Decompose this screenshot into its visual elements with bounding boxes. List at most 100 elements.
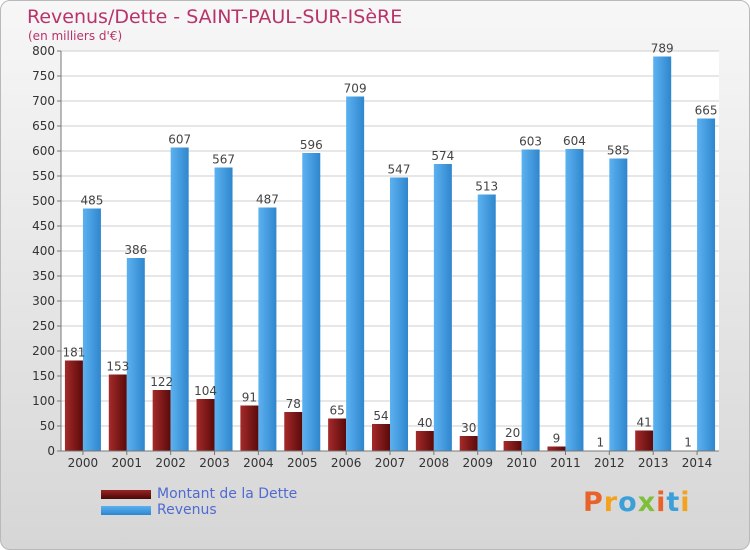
y-tick-label: 500 [32, 194, 55, 208]
bar-revenus [477, 194, 496, 451]
bar-revenus [258, 207, 277, 451]
data-label-dette: 104 [194, 384, 217, 398]
bar-revenus [433, 164, 452, 451]
data-label-dette: 65 [329, 404, 344, 418]
y-tick-label: 100 [32, 394, 55, 408]
data-label-revenus: 487 [256, 193, 279, 207]
bar-dette [547, 446, 566, 451]
data-label-dette: 181 [62, 346, 85, 360]
y-tick-label: 650 [32, 119, 55, 133]
logo-letter: P [583, 487, 604, 518]
legend-swatch-revenus [101, 506, 151, 515]
y-tick-label: 800 [32, 44, 55, 58]
y-tick-label: 150 [32, 369, 55, 383]
logo-letter: t [666, 487, 681, 518]
bar-revenus [170, 147, 189, 451]
data-label-revenus: 607 [168, 133, 191, 147]
data-label-revenus: 386 [124, 243, 147, 257]
x-tick-label: 2012 [594, 456, 625, 470]
data-label-dette: 91 [242, 391, 257, 405]
y-tick-label: 350 [32, 269, 55, 283]
data-label-dette: 153 [106, 360, 129, 374]
logo-letter: i [680, 487, 691, 518]
y-tick-label: 250 [32, 319, 55, 333]
x-tick-label: 2008 [419, 456, 450, 470]
bar-dette [108, 374, 127, 451]
data-label-dette: 1 [684, 436, 692, 450]
y-tick-label: 200 [32, 344, 55, 358]
x-tick-label: 2009 [462, 456, 493, 470]
bar-revenus [653, 56, 672, 451]
bar-revenus [302, 153, 321, 451]
data-label-revenus: 665 [695, 104, 718, 118]
data-label-revenus: 567 [212, 153, 235, 167]
bar-dette [503, 441, 522, 451]
logo-letter: r [603, 487, 619, 518]
logo-letter: o [618, 487, 638, 518]
legend-label-revenus: Revenus [157, 502, 217, 518]
x-tick-label: 2010 [506, 456, 537, 470]
y-tick-label: 450 [32, 219, 55, 233]
y-tick-label: 550 [32, 169, 55, 183]
data-label-dette: 9 [553, 432, 561, 446]
x-tick-label: 2003 [199, 456, 230, 470]
data-label-revenus: 513 [475, 180, 498, 194]
bar-revenus [521, 149, 540, 451]
logo-letter: i [656, 487, 667, 518]
bar-revenus [346, 96, 365, 451]
y-tick-label: 0 [47, 444, 55, 458]
y-tick-label: 50 [40, 419, 55, 433]
x-tick-label: 2002 [155, 456, 186, 470]
bar-revenus [697, 118, 716, 451]
data-label-dette: 78 [286, 397, 301, 411]
x-tick-label: 2005 [287, 456, 318, 470]
bar-dette [152, 390, 171, 451]
bar-dette [240, 405, 259, 451]
x-tick-label: 2007 [375, 456, 406, 470]
logo-letter: x [637, 487, 657, 518]
bar-dette [459, 436, 478, 451]
bar-dette [284, 412, 303, 451]
bar-revenus [82, 208, 101, 451]
legend-label-dette: Montant de la Dette [157, 486, 298, 502]
x-tick-label: 2004 [243, 456, 274, 470]
data-label-revenus: 596 [300, 138, 323, 152]
data-label-dette: 122 [150, 375, 173, 389]
data-label-revenus: 709 [344, 82, 367, 96]
data-label-revenus: 574 [431, 149, 454, 163]
proxiti-logo: Proxiti [583, 487, 691, 518]
bar-revenus [609, 158, 628, 451]
data-label-revenus: 789 [651, 42, 674, 56]
data-label-revenus: 604 [563, 134, 586, 148]
y-tick-label: 600 [32, 144, 55, 158]
y-tick-label: 750 [32, 69, 55, 83]
bar-dette [635, 430, 654, 451]
bar-revenus [214, 167, 233, 451]
x-tick-label: 2006 [331, 456, 362, 470]
chart-subtitle: (en milliers d'€) [28, 29, 123, 43]
data-label-revenus: 485 [80, 194, 103, 208]
y-tick-label: 400 [32, 244, 55, 258]
data-label-dette: 40 [417, 416, 432, 430]
bar-dette [415, 431, 434, 451]
x-tick-label: 2014 [682, 456, 713, 470]
bar-dette [372, 424, 390, 451]
bar-dette [64, 360, 83, 451]
data-label-dette: 1 [597, 436, 605, 450]
data-label-revenus: 547 [388, 163, 411, 177]
x-tick-label: 2000 [68, 456, 99, 470]
x-tick-label: 2011 [550, 456, 581, 470]
x-tick-label: 2001 [112, 456, 143, 470]
legend-swatch-dette [101, 490, 151, 499]
data-label-revenus: 603 [519, 135, 542, 149]
data-label-dette: 41 [637, 416, 652, 430]
chart-title: Revenus/Dette - SAINT-PAUL-SUR-ISèRE [27, 6, 403, 28]
data-label-revenus: 585 [607, 144, 630, 158]
y-tick-label: 700 [32, 94, 55, 108]
bar-revenus [390, 177, 408, 451]
y-tick-label: 300 [32, 294, 55, 308]
bar-revenus [126, 258, 145, 451]
x-tick-label: 2013 [638, 456, 669, 470]
